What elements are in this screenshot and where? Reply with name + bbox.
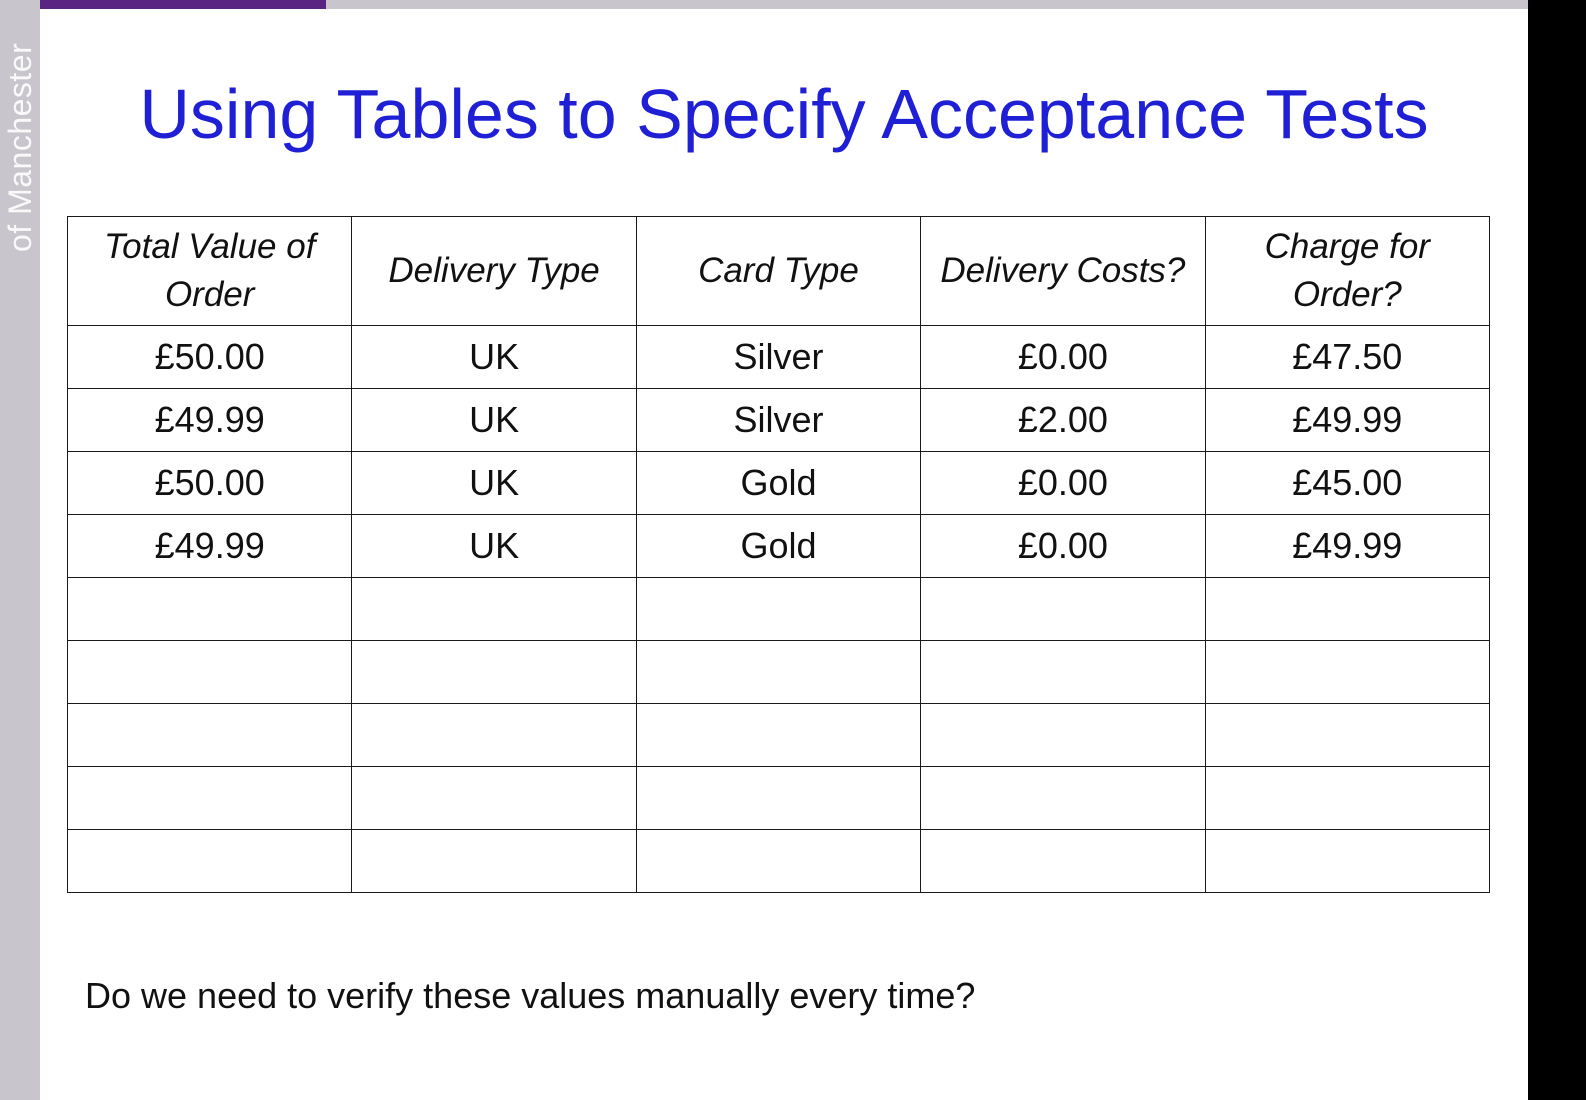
table-cell xyxy=(1204,577,1491,641)
table-cell: £50.00 xyxy=(66,451,353,515)
table-cell xyxy=(1204,640,1491,704)
table-cell xyxy=(920,766,1206,830)
table-cell xyxy=(635,703,922,767)
table-cell xyxy=(1204,703,1491,767)
table-row: £49.99 UK Silver £2.00 £49.99 xyxy=(66,388,1491,452)
slide-title: Using Tables to Specify Acceptance Tests xyxy=(139,75,1429,153)
table-cell: £49.99 xyxy=(66,514,353,578)
table-cell: UK xyxy=(351,388,637,452)
table-cell xyxy=(635,577,922,641)
table-cell: £50.00 xyxy=(66,325,353,389)
header-total-value: Total Value of Order xyxy=(66,216,353,326)
table-row-empty xyxy=(66,766,1491,830)
table-cell: £0.00 xyxy=(920,514,1206,578)
left-side-band: of Manchester xyxy=(0,0,40,1100)
header-delivery-type: Delivery Type xyxy=(351,216,637,326)
table-row: £50.00 UK Silver £0.00 £47.50 xyxy=(66,325,1491,389)
table-row-empty xyxy=(66,703,1491,767)
table-cell: UK xyxy=(351,514,637,578)
table-cell xyxy=(351,703,637,767)
table-cell xyxy=(920,640,1206,704)
right-black-band xyxy=(1528,0,1586,1100)
table-row: £50.00 UK Gold £0.00 £45.00 xyxy=(66,451,1491,515)
table-cell: UK xyxy=(351,325,637,389)
table-cell: Gold xyxy=(635,451,922,515)
table-cell: Silver xyxy=(635,388,922,452)
table-cell xyxy=(635,829,922,893)
table-cell xyxy=(920,703,1206,767)
table-cell: Gold xyxy=(635,514,922,578)
header-charge-for-order: Charge for Order? xyxy=(1204,216,1491,326)
table-cell: £0.00 xyxy=(920,451,1206,515)
table-cell xyxy=(66,703,353,767)
table-row-empty xyxy=(66,577,1491,641)
table-cell xyxy=(1204,766,1491,830)
table-cell xyxy=(351,766,637,830)
table-header-row: Total Value of Order Delivery Type Card … xyxy=(66,216,1491,326)
table-cell: UK xyxy=(351,451,637,515)
table-cell xyxy=(66,640,353,704)
table-cell: £49.99 xyxy=(1204,388,1491,452)
table-cell xyxy=(66,829,353,893)
table-cell: £49.99 xyxy=(66,388,353,452)
table-cell xyxy=(635,640,922,704)
table-cell xyxy=(920,829,1206,893)
table-row-empty xyxy=(66,640,1491,704)
table-cell xyxy=(66,577,353,641)
table-cell xyxy=(351,829,637,893)
university-side-label: of Manchester xyxy=(2,42,38,252)
table-cell: £0.00 xyxy=(920,325,1206,389)
table-cell xyxy=(351,577,637,641)
table-cell: £2.00 xyxy=(920,388,1206,452)
top-purple-accent-bar xyxy=(40,0,326,9)
table-cell: £47.50 xyxy=(1204,325,1491,389)
table-cell xyxy=(1204,829,1491,893)
table-row-empty xyxy=(66,829,1491,893)
header-card-type: Card Type xyxy=(635,216,922,326)
table-cell: Silver xyxy=(635,325,922,389)
table-cell xyxy=(66,766,353,830)
table-cell xyxy=(635,766,922,830)
table-cell xyxy=(351,640,637,704)
table-row: £49.99 UK Gold £0.00 £49.99 xyxy=(66,514,1491,578)
top-grey-bar xyxy=(40,0,1528,9)
table-cell xyxy=(920,577,1206,641)
table-cell: £45.00 xyxy=(1204,451,1491,515)
header-delivery-costs: Delivery Costs? xyxy=(920,216,1206,326)
table-cell: £49.99 xyxy=(1204,514,1491,578)
acceptance-test-table: Total Value of Order Delivery Type Card … xyxy=(66,216,1491,893)
slide-question-text: Do we need to verify these values manual… xyxy=(85,975,976,1016)
